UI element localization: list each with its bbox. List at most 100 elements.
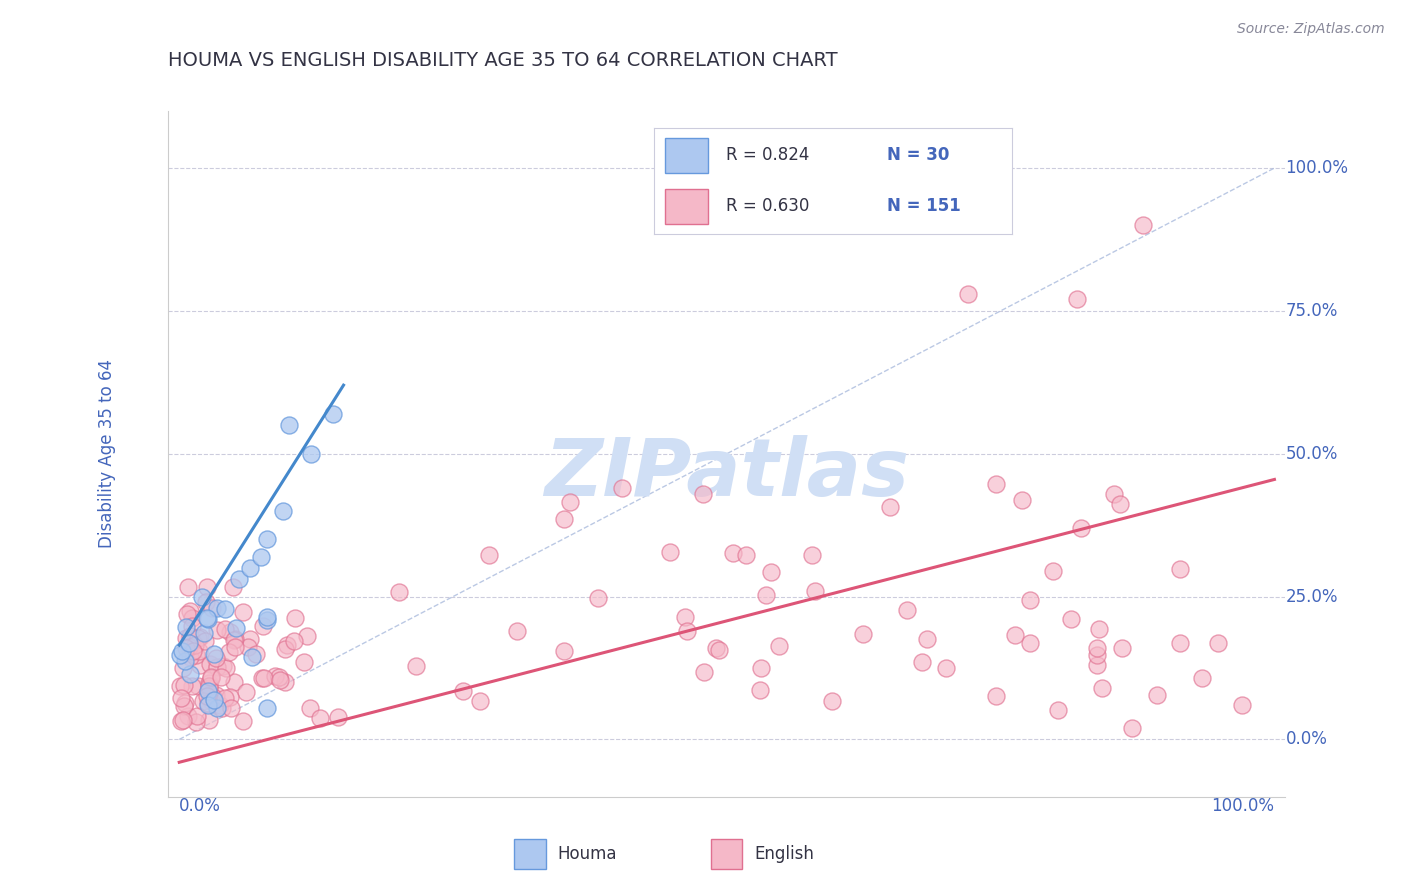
Point: [852, 627, 875, 641]
Point: [173, 699, 195, 714]
Point: [388, 585, 411, 599]
Point: [228, 573, 250, 587]
Point: [553, 511, 575, 525]
Text: HOUMA VS ENGLISH DISABILITY AGE 35 TO 64 CORRELATION CHART: HOUMA VS ENGLISH DISABILITY AGE 35 TO 64…: [169, 51, 838, 70]
Point: [405, 659, 427, 673]
Point: [214, 691, 236, 706]
Point: [276, 638, 298, 652]
Point: [172, 660, 194, 674]
Point: [284, 611, 307, 625]
Point: [269, 670, 291, 684]
Point: [1085, 648, 1108, 662]
Point: [170, 714, 193, 729]
Point: [709, 642, 731, 657]
Point: [187, 679, 209, 693]
Point: [224, 632, 246, 647]
Point: [1019, 592, 1042, 607]
Point: [1146, 689, 1168, 703]
Point: [252, 618, 274, 632]
Point: [1085, 657, 1108, 672]
Point: [240, 650, 263, 665]
Point: [749, 661, 772, 675]
Point: [505, 624, 527, 639]
Point: [197, 684, 219, 698]
Text: Houma: Houma: [557, 845, 617, 863]
Point: [673, 609, 696, 624]
Point: [238, 640, 260, 654]
Text: 50.0%: 50.0%: [1285, 445, 1339, 463]
Point: [205, 600, 228, 615]
Point: [197, 611, 219, 625]
Point: [200, 672, 222, 686]
Point: [558, 495, 581, 509]
Point: [253, 671, 276, 685]
Point: [205, 700, 228, 714]
Point: [169, 648, 191, 662]
Point: [239, 632, 262, 647]
Point: [173, 654, 195, 668]
Point: [256, 533, 278, 547]
Point: [235, 685, 257, 699]
Point: [201, 690, 224, 704]
Point: [692, 487, 714, 501]
Point: [610, 481, 633, 495]
Point: [193, 626, 215, 640]
Point: [200, 693, 222, 707]
Point: [204, 647, 226, 661]
Point: [198, 681, 221, 695]
Point: [896, 603, 918, 617]
Point: [172, 713, 194, 727]
Point: [309, 711, 332, 725]
Text: 0.0%: 0.0%: [1285, 731, 1327, 748]
Point: [1085, 640, 1108, 655]
Point: [177, 709, 200, 723]
Point: [1108, 497, 1130, 511]
Point: [299, 447, 322, 461]
Point: [956, 286, 979, 301]
Point: [1070, 521, 1092, 535]
Point: [879, 500, 901, 515]
Point: [194, 634, 217, 648]
Point: [209, 670, 232, 684]
Text: 100.0%: 100.0%: [1212, 797, 1274, 814]
Point: [659, 544, 682, 558]
Point: [219, 624, 242, 639]
Point: [676, 624, 699, 639]
Point: [1042, 565, 1064, 579]
Point: [177, 581, 200, 595]
Point: [748, 682, 770, 697]
Point: [984, 690, 1007, 704]
Point: [198, 713, 221, 727]
Point: [269, 673, 291, 688]
Point: [1168, 636, 1191, 650]
Text: Disability Age 35 to 64: Disability Age 35 to 64: [98, 359, 115, 549]
Point: [174, 696, 197, 710]
Point: [1104, 487, 1126, 501]
Point: [205, 623, 228, 637]
Point: [179, 630, 201, 644]
Point: [264, 668, 287, 682]
Text: 0.0%: 0.0%: [179, 797, 221, 814]
Point: [197, 698, 219, 712]
Point: [205, 688, 228, 702]
Point: [174, 641, 197, 656]
Point: [299, 701, 322, 715]
Text: ZIPatlas: ZIPatlas: [544, 435, 910, 513]
Point: [693, 665, 716, 680]
Point: [198, 657, 221, 671]
Point: [187, 631, 209, 645]
Point: [219, 690, 242, 704]
Point: [1111, 640, 1133, 655]
Point: [271, 504, 294, 518]
Text: 100.0%: 100.0%: [1285, 159, 1348, 177]
Point: [1019, 636, 1042, 650]
Point: [200, 670, 222, 684]
Point: [224, 675, 246, 690]
Point: [706, 641, 728, 656]
Point: [195, 594, 218, 608]
Point: [225, 621, 247, 635]
Point: [759, 565, 782, 579]
Point: [1091, 681, 1114, 695]
Point: [179, 650, 201, 665]
Point: [277, 418, 299, 433]
